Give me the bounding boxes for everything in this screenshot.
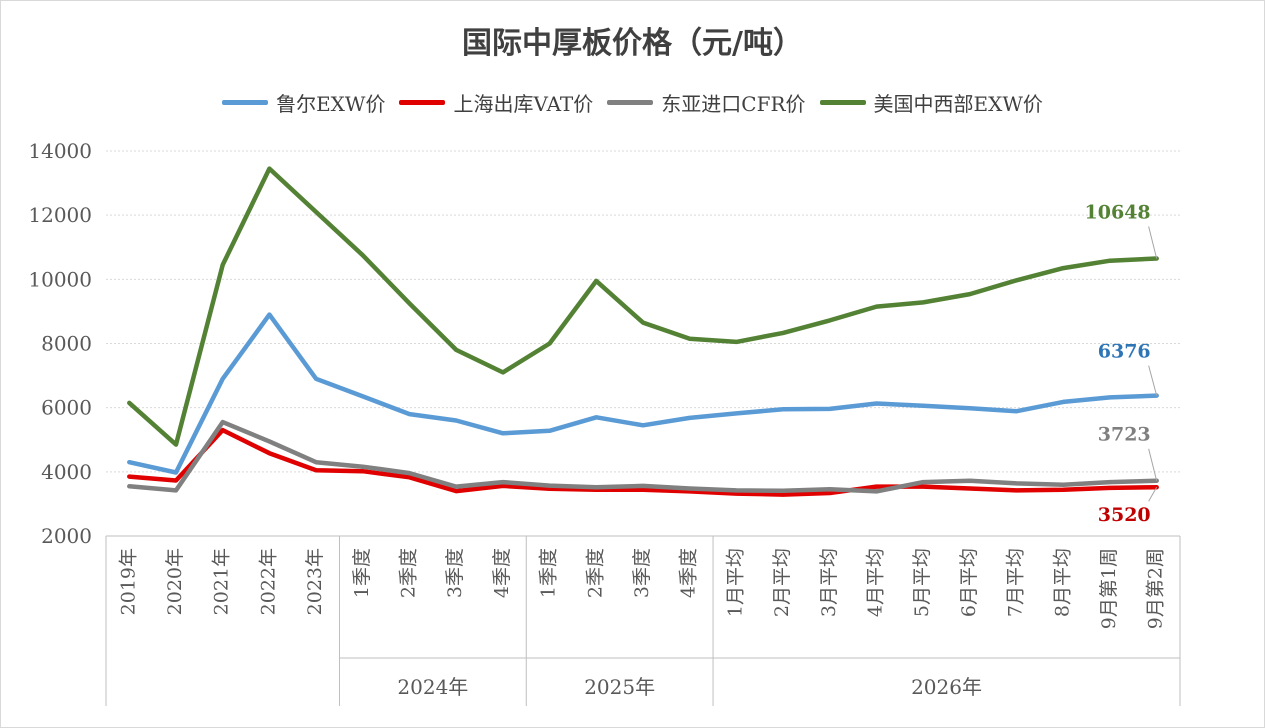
legend-swatch	[607, 100, 654, 105]
x-tick-label: 2021年	[211, 548, 233, 615]
legend-label: 鲁尔EXW价	[276, 92, 386, 116]
x-tick-label: 2023年	[304, 548, 326, 615]
legend-swatch	[399, 100, 446, 105]
x-tick-label: 8月平均	[1051, 548, 1073, 617]
legend-label: 上海出库VAT价	[453, 92, 594, 116]
x-tick-label: 2月平均	[771, 548, 793, 617]
legend-item: 上海出库VAT价	[399, 88, 593, 117]
legend-swatch	[222, 100, 269, 105]
x-tick-label: 2020年	[164, 548, 186, 615]
x-tick-label: 7月平均	[1005, 548, 1027, 617]
x-tick-label: 2019年	[117, 548, 139, 615]
data-label: 6376	[1098, 341, 1151, 363]
group-label: 2026年	[911, 675, 982, 699]
legend: 鲁尔EXW价 上海出库VAT价 东亚进口CFR价 美国中西部EXW价	[0, 88, 1265, 117]
x-tick-label: 3月平均	[818, 548, 840, 617]
group-label: 2024年	[397, 675, 468, 699]
x-tick-label: 3季度	[631, 548, 653, 598]
data-label-leader	[1148, 486, 1158, 502]
x-tick-label: 1季度	[538, 548, 560, 598]
series-line-3	[127, 419, 1159, 494]
x-tick-label: 6月平均	[958, 548, 980, 617]
y-tick-label: 12000	[28, 203, 92, 227]
y-tick-label: 14000	[28, 139, 92, 163]
data-label: 3520	[1098, 504, 1151, 526]
y-tick-label: 6000	[41, 396, 92, 420]
x-tick-label: 9月第2周	[1145, 548, 1167, 629]
legend-item: 东亚进口CFR价	[607, 88, 806, 117]
series-line-4	[127, 166, 1159, 447]
group-label: 2025年	[584, 675, 655, 699]
x-tick-label: 4季度	[678, 548, 700, 598]
x-tick-label: 1月平均	[724, 548, 746, 617]
x-tick-label: 2季度	[398, 548, 420, 598]
legend-swatch	[819, 100, 866, 105]
x-tick-label: 1季度	[351, 548, 373, 598]
legend-label: 东亚进口CFR价	[661, 92, 806, 116]
legend-label: 美国中西部EXW价	[873, 92, 1043, 116]
y-tick-label: 8000	[41, 332, 92, 356]
chart-title: 国际中厚板价格（元/吨）	[462, 26, 803, 61]
data-label: 3723	[1098, 424, 1151, 446]
y-tick-label: 10000	[28, 267, 92, 291]
data-label-leader	[1148, 448, 1158, 481]
y-tick-label: 4000	[41, 460, 92, 484]
data-label-leader	[1148, 226, 1158, 259]
legend-item: 美国中西部EXW价	[819, 88, 1043, 117]
x-tick-label: 9月第1周	[1098, 548, 1120, 629]
x-tick-label: 3季度	[444, 548, 466, 598]
data-label-leader	[1148, 365, 1158, 396]
y-tick-label: 2000	[41, 524, 92, 548]
series-line-2	[127, 427, 1159, 497]
x-tick-label: 2022年	[257, 548, 279, 615]
x-tick-label: 4季度	[491, 548, 513, 598]
data-label: 10648	[1085, 202, 1151, 224]
x-tick-label: 4月平均	[864, 548, 886, 617]
series-line-1	[127, 312, 1159, 475]
x-tick-label: 5月平均	[911, 548, 933, 617]
legend-item: 鲁尔EXW价	[222, 88, 385, 117]
x-tick-label: 2季度	[584, 548, 606, 598]
